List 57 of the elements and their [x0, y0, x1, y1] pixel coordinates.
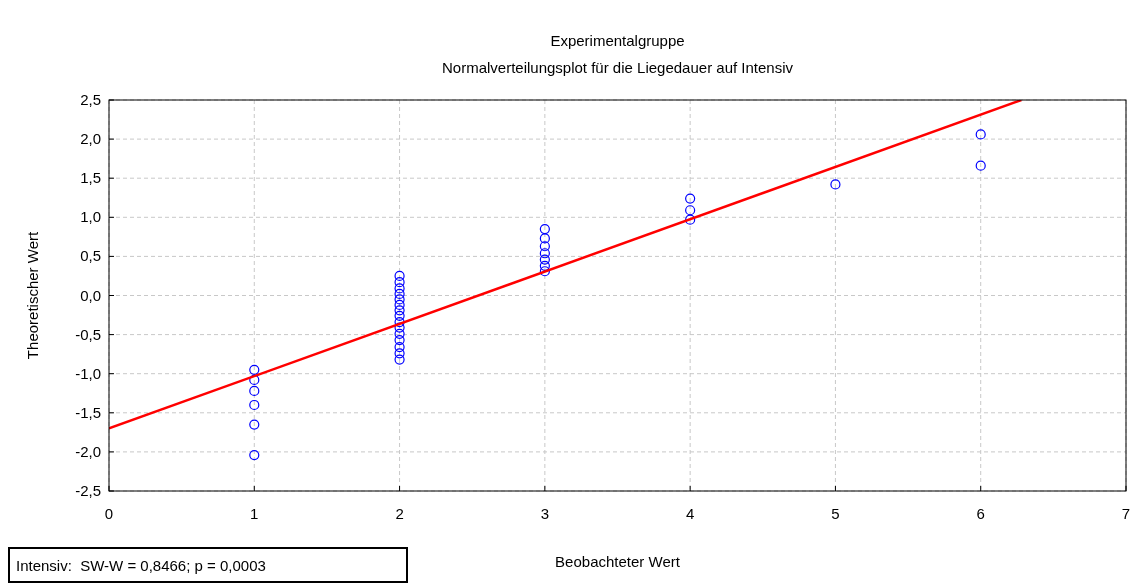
point	[249, 419, 260, 430]
point	[394, 316, 405, 328]
point	[394, 294, 405, 305]
y-tick-label: 0,5	[80, 247, 101, 265]
x-tick-label: 0	[104, 505, 114, 522]
point	[394, 354, 405, 365]
point	[685, 193, 696, 204]
x-tick-label: 1	[250, 505, 259, 522]
x-tick-label: 6	[976, 505, 985, 522]
x-tick-label: 4	[685, 505, 695, 522]
point	[975, 160, 986, 171]
text: Intensiv: SW-W = 0,8466; p = 0,0003	[16, 557, 266, 574]
point	[685, 214, 696, 225]
x-axis-title: Beobachteter Wert	[555, 553, 681, 570]
point	[394, 270, 405, 282]
y-tick-label: -2,0	[75, 442, 101, 460]
x-tick-label: 2	[395, 505, 404, 522]
point	[975, 129, 986, 140]
point	[539, 254, 550, 265]
point	[394, 299, 405, 310]
point	[539, 260, 550, 271]
y-tick-label: 2,0	[80, 130, 101, 148]
point	[394, 283, 405, 294]
y-tick-label: 2,5	[80, 91, 101, 108]
y-tick-label: -1,0	[75, 364, 101, 382]
point	[539, 233, 550, 244]
y-axis-title: Theoretischer Wert	[24, 231, 41, 360]
y-tick-label: -2,5	[75, 482, 101, 499]
point	[394, 328, 405, 339]
point	[394, 348, 405, 359]
point	[539, 266, 550, 277]
point	[394, 334, 405, 346]
y-tick-label: 0,0	[80, 286, 101, 304]
chart-title: Experimentalgruppe	[550, 32, 685, 49]
point	[394, 277, 405, 288]
point	[394, 342, 405, 353]
chart-subtitle: Normalverteilungsplot für die Liegedauer auf Intensiv	[441, 59, 794, 76]
point	[394, 322, 405, 333]
point	[830, 179, 841, 190]
point	[539, 223, 550, 235]
y-tick-label: 1,0	[80, 208, 101, 226]
point	[394, 288, 405, 300]
point	[539, 248, 550, 259]
point	[249, 399, 260, 411]
point	[539, 241, 550, 252]
point	[394, 310, 405, 321]
y-tick-label: -0,5	[75, 325, 101, 343]
x-tick-label: 5	[831, 505, 840, 522]
point	[249, 385, 260, 396]
point	[685, 205, 696, 216]
point	[249, 449, 260, 461]
y-tick-label: -1,5	[75, 403, 101, 421]
x-tick-label: 7	[1121, 505, 1131, 522]
y-tick-label: 1,5	[80, 169, 101, 187]
point	[394, 305, 405, 316]
x-tick-label: 3	[540, 505, 550, 522]
point	[249, 364, 260, 375]
